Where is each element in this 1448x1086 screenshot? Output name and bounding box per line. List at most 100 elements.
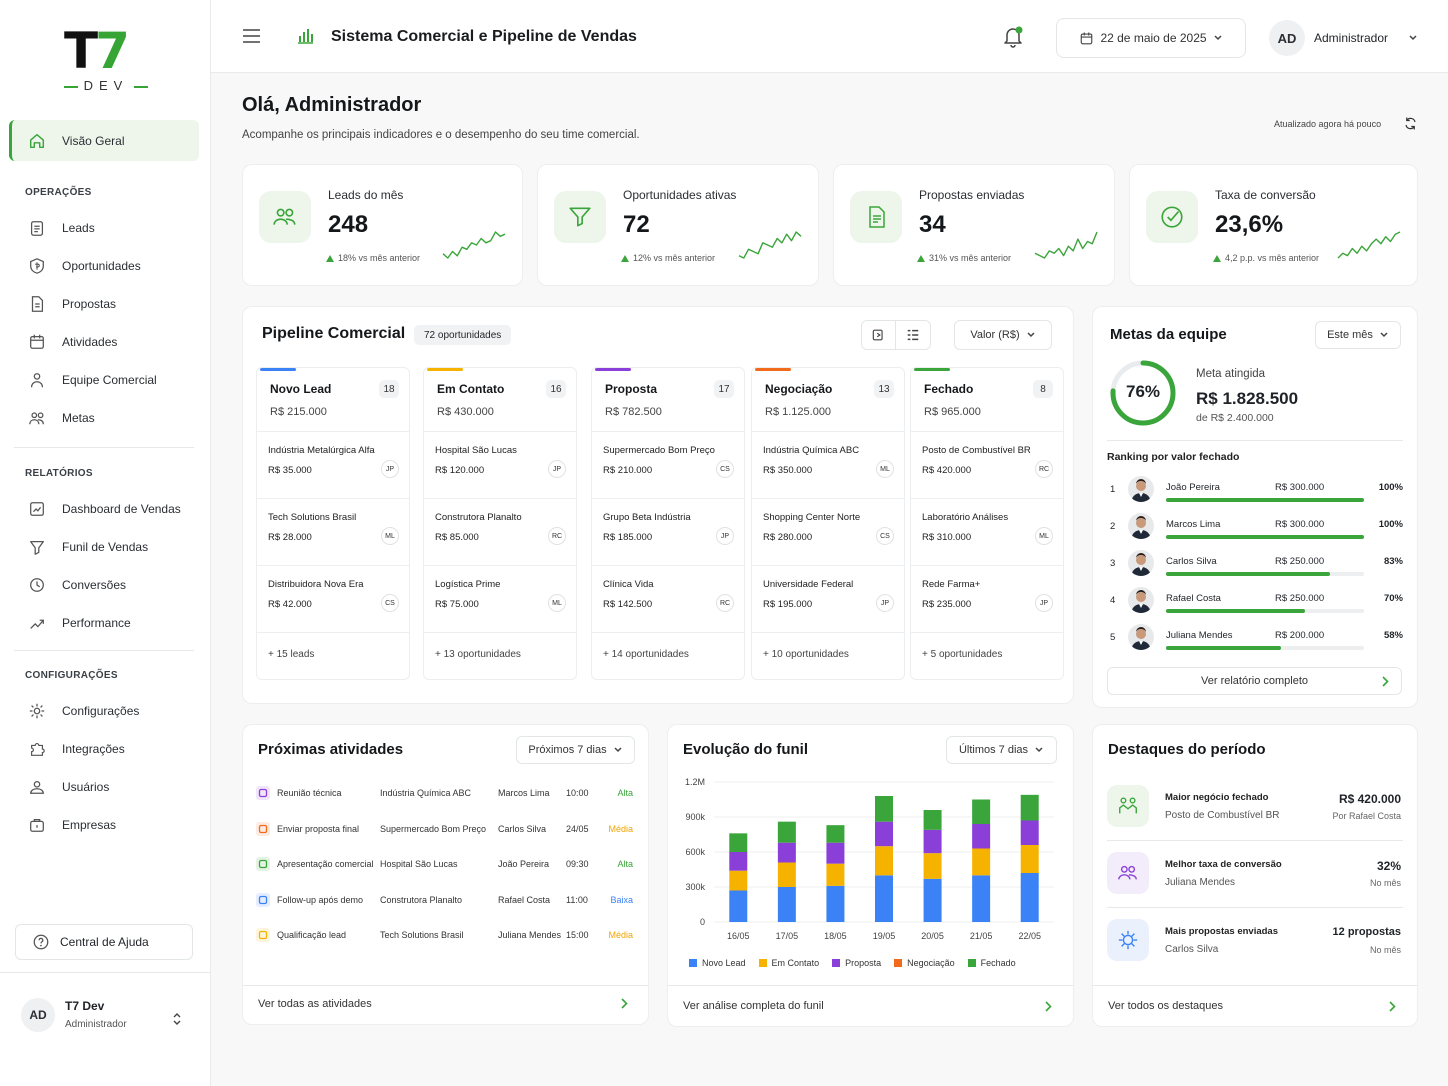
bar-segment-em-contato[interactable] — [923, 853, 942, 879]
notifications-button[interactable] — [1003, 26, 1023, 48]
sidebar-item-dashboard[interactable]: Dashboard de Vendas — [28, 497, 181, 521]
more-deals-link[interactable]: + 14 oportunidades — [603, 649, 689, 660]
kpi-card-oportunidades[interactable]: Oportunidades ativas 72 12% vs mês anter… — [537, 164, 819, 286]
deal-card[interactable]: Indústria Química ABC R$ 350.000 ML — [752, 431, 904, 497]
kanban-view-button[interactable] — [862, 321, 896, 349]
deal-card[interactable]: Logística Prime R$ 75.000 ML — [424, 565, 576, 631]
bar-segment-novo-lead[interactable] — [972, 875, 991, 922]
funnel-analysis-link[interactable]: Ver análise completa do funil — [683, 1000, 824, 1012]
bar-segment-fechado[interactable] — [1020, 794, 1039, 821]
chevron-right-icon[interactable] — [1381, 676, 1390, 687]
bar-segment-novo-lead[interactable] — [777, 887, 796, 922]
sidebar-item-overview[interactable]: Visão Geral — [28, 129, 124, 153]
kpi-card-propostas[interactable]: Propostas enviadas 34 31% vs mês anterio… — [833, 164, 1115, 286]
bar-segment-novo-lead[interactable] — [1020, 873, 1039, 922]
activity-row[interactable]: Qualificação lead Tech Solutions Brasil Ju… — [256, 926, 636, 946]
sidebar-item-leads[interactable]: Leads — [28, 216, 95, 240]
kpi-card-conversao[interactable]: Taxa de conversão 23,6% 4,2 p.p. vs mês … — [1129, 164, 1418, 286]
sidebar-item-empresas[interactable]: Empresas — [28, 813, 116, 837]
chevron-updown-icon[interactable] — [171, 1011, 183, 1027]
avatar[interactable]: AD — [1269, 20, 1305, 56]
activities-period-select[interactable]: Próximos 7 dias — [516, 736, 635, 764]
refresh-icon[interactable] — [1403, 116, 1418, 131]
activity-row[interactable]: Follow-up após demo Construtora Planalto R… — [256, 891, 636, 911]
bar-segment-novo-lead[interactable] — [729, 890, 748, 923]
sidebar-item-configuracoes[interactable]: Configurações — [28, 699, 139, 723]
more-deals-link[interactable]: + 15 leads — [268, 649, 315, 660]
deal-card[interactable]: Posto de Combustível BR R$ 420.000 RC — [911, 431, 1063, 497]
sidebar-item-oportunidades[interactable]: Oportunidades — [28, 254, 141, 278]
goals-period-select[interactable]: Este mês — [1315, 321, 1401, 349]
bar-segment-novo-lead[interactable] — [826, 885, 845, 922]
sidebar-item-integracoes[interactable]: Integrações — [28, 737, 125, 761]
deal-card[interactable]: Universidade Federal R$ 195.000 JP — [752, 565, 904, 631]
deal-card[interactable]: Construtora Planalto R$ 85.000 RC — [424, 498, 576, 564]
activity-row[interactable]: Reunião técnica Indústria Química ABC Marc… — [256, 784, 636, 804]
sidebar-item-performance[interactable]: Performance — [28, 611, 131, 635]
deal-card[interactable]: Supermercado Bom Preço R$ 210.000 CS — [592, 431, 744, 497]
bar-segment-novo-lead[interactable] — [875, 875, 893, 922]
bar-segment-fechado[interactable] — [729, 833, 748, 852]
kpi-card-leads[interactable]: Leads do mês 248 18% vs mês anterior — [242, 164, 523, 286]
full-report-button[interactable]: Ver relatório completo — [1107, 667, 1402, 695]
deal-card[interactable]: Hospital São Lucas R$ 120.000 JP — [424, 431, 576, 497]
ranking-row[interactable]: 4 Rafael Costa R$ 250.000 70% — [1107, 587, 1403, 617]
bar-segment-fechado[interactable] — [875, 796, 893, 822]
deal-card[interactable]: Indústria Metalúrgica Alfa R$ 35.000 JP — [257, 431, 409, 497]
ranking-row[interactable]: 2 Marcos Lima R$ 300.000 100% — [1107, 513, 1403, 543]
deal-card[interactable]: Rede Farma+ R$ 235.000 JP — [911, 565, 1063, 631]
ranking-row[interactable]: 5 Juliana Mendes R$ 200.000 58% — [1107, 624, 1403, 654]
deal-card[interactable]: Grupo Beta Indústria R$ 185.000 JP — [592, 498, 744, 564]
bar-segment-proposta[interactable] — [729, 852, 748, 871]
chevron-right-icon[interactable] — [1044, 1001, 1053, 1012]
sidebar-item-equipe[interactable]: Equipe Comercial — [28, 368, 157, 392]
bar-segment-em-contato[interactable] — [729, 870, 748, 891]
sidebar-item-funil[interactable]: Funil de Vendas — [28, 535, 148, 559]
activity-row[interactable]: Enviar proposta final Supermercado Bom Pr… — [256, 820, 636, 840]
more-deals-link[interactable]: + 10 oportunidades — [763, 649, 849, 660]
deal-card[interactable]: Shopping Center Norte R$ 280.000 CS — [752, 498, 904, 564]
bar-segment-proposta[interactable] — [777, 842, 796, 863]
all-activities-link[interactable]: Ver todas as atividades — [258, 998, 372, 1010]
deal-card[interactable]: Laboratório Análises R$ 310.000 ML — [911, 498, 1063, 564]
bar-segment-proposta[interactable] — [875, 821, 893, 847]
chevron-down-icon[interactable] — [1408, 34, 1418, 42]
deal-card[interactable]: Tech Solutions Brasil R$ 28.000 ML — [257, 498, 409, 564]
bar-segment-novo-lead[interactable] — [923, 878, 942, 922]
list-view-button[interactable] — [896, 321, 930, 349]
bar-segment-proposta[interactable] — [826, 842, 845, 864]
more-deals-link[interactable]: + 5 oportunidades — [922, 649, 1003, 660]
sidebar-item-usuarios[interactable]: Usuários — [28, 775, 109, 799]
bar-segment-em-contato[interactable] — [1020, 845, 1039, 873]
bar-segment-fechado[interactable] — [923, 810, 942, 830]
deal-card[interactable]: Clínica Vida R$ 142.500 RC — [592, 565, 744, 631]
bar-segment-em-contato[interactable] — [777, 862, 796, 888]
bar-segment-fechado[interactable] — [826, 825, 845, 843]
chevron-right-icon[interactable] — [620, 998, 629, 1009]
bar-segment-proposta[interactable] — [972, 824, 991, 849]
sidebar-item-visao-geral[interactable] — [9, 120, 199, 161]
help-center-button[interactable]: Central de Ajuda — [15, 924, 193, 960]
bar-segment-fechado[interactable] — [777, 821, 796, 843]
all-highlights-link[interactable]: Ver todos os destaques — [1108, 1000, 1223, 1012]
value-select[interactable]: Valor (R$) — [954, 320, 1052, 350]
bar-segment-proposta[interactable] — [923, 829, 942, 854]
menu-icon[interactable] — [243, 29, 260, 43]
more-deals-link[interactable]: + 13 oportunidades — [435, 649, 521, 660]
activity-row[interactable]: Apresentação comercial Hospital São Lucas… — [256, 855, 636, 875]
funnel-period-select[interactable]: Últimos 7 dias — [946, 736, 1057, 764]
sidebar-item-atividades[interactable]: Atividades — [28, 330, 117, 354]
ranking-row[interactable]: 1 João Pereira R$ 300.000 100% — [1107, 476, 1403, 506]
sidebar-item-propostas[interactable]: Propostas — [28, 292, 116, 316]
chevron-right-icon[interactable] — [1388, 1001, 1397, 1012]
sidebar-item-conversoes[interactable]: Conversões — [28, 573, 126, 597]
bar-segment-em-contato[interactable] — [972, 848, 991, 876]
date-picker[interactable]: 22 de maio de 2025 — [1056, 18, 1246, 58]
sidebar-item-metas[interactable]: Metas — [28, 406, 95, 430]
bar-segment-em-contato[interactable] — [875, 846, 893, 876]
ranking-row[interactable]: 3 Carlos Silva R$ 250.000 83% — [1107, 550, 1403, 580]
deal-card[interactable]: Distribuidora Nova Era R$ 42.000 CS — [257, 565, 409, 631]
bar-segment-proposta[interactable] — [1020, 820, 1039, 846]
user-menu-name[interactable]: Administrador — [1314, 31, 1389, 45]
bar-segment-em-contato[interactable] — [826, 863, 845, 886]
